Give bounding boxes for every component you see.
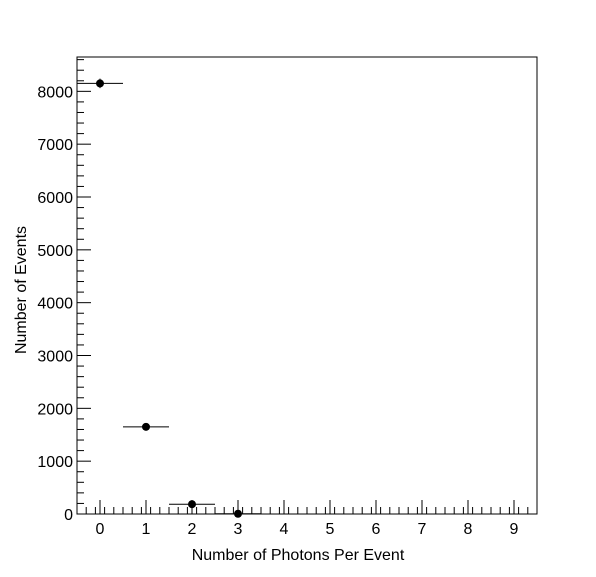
x-tick-label: 9 <box>510 521 519 538</box>
x-tick-label: 2 <box>188 521 197 538</box>
x-tick-label: 6 <box>372 521 381 538</box>
x-axis-label: Number of Photons Per Event <box>192 547 405 564</box>
y-minor-ticks <box>77 59 84 504</box>
y-tick-label: 8000 <box>37 84 73 101</box>
x-tick-label: 8 <box>464 521 473 538</box>
y-axis: 0 1000 2000 3000 4000 5000 6000 7000 8000 <box>37 84 91 524</box>
data-series <box>77 78 261 518</box>
data-point <box>96 79 104 88</box>
y-tick-label: 5000 <box>37 243 73 260</box>
y-tick-label: 2000 <box>37 401 73 418</box>
data-point <box>188 500 196 509</box>
data-point <box>234 509 242 518</box>
x-axis: 0 1 2 3 4 5 6 7 8 9 <box>96 500 519 538</box>
y-tick-label: 6000 <box>37 190 73 207</box>
x-tick-label: 7 <box>418 521 427 538</box>
x-minor-ticks <box>85 507 529 514</box>
x-tick-label: 0 <box>96 521 105 538</box>
y-tick-label: 0 <box>64 507 73 524</box>
x-tick-label: 3 <box>234 521 243 538</box>
y-tick-label: 3000 <box>37 349 73 366</box>
y-tick-label: 7000 <box>37 137 73 154</box>
x-tick-label: 4 <box>280 521 289 538</box>
y-axis-label: Number of Events <box>13 226 30 354</box>
plot-frame <box>76 56 538 515</box>
x-tick-label: 1 <box>142 521 151 538</box>
data-point <box>142 422 150 431</box>
y-tick-label: 4000 <box>37 296 73 313</box>
x-tick-label: 5 <box>326 521 335 538</box>
y-tick-label: 1000 <box>37 454 73 471</box>
